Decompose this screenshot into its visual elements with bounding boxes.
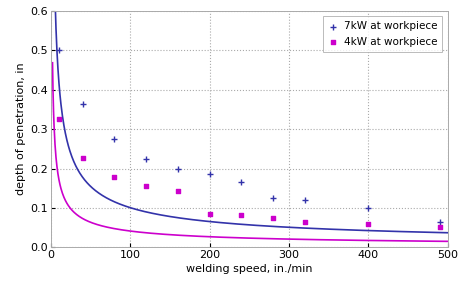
4kW at workpiece	[238, 213, 245, 217]
Y-axis label: depth of penetration, in: depth of penetration, in	[16, 63, 26, 195]
7kW at workpiece	[55, 48, 63, 53]
4kW at workpiece	[436, 225, 443, 229]
7kW at workpiece	[206, 172, 213, 177]
7kW at workpiece	[436, 220, 443, 224]
4kW at workpiece	[206, 212, 213, 216]
4kW at workpiece	[55, 117, 63, 122]
4kW at workpiece	[111, 175, 118, 180]
7kW at workpiece	[301, 198, 308, 202]
4kW at workpiece	[142, 184, 150, 189]
7kW at workpiece	[142, 156, 150, 161]
4kW at workpiece	[269, 216, 277, 220]
7kW at workpiece	[111, 137, 118, 141]
7kW at workpiece	[238, 180, 245, 185]
7kW at workpiece	[174, 166, 181, 171]
4kW at workpiece	[79, 155, 86, 160]
4kW at workpiece	[174, 189, 181, 193]
7kW at workpiece	[269, 196, 277, 200]
X-axis label: welding speed, in./min: welding speed, in./min	[186, 264, 312, 274]
Legend: 7kW at workpiece, 4kW at workpiece: 7kW at workpiece, 4kW at workpiece	[323, 16, 442, 52]
7kW at workpiece	[365, 206, 372, 210]
4kW at workpiece	[301, 220, 308, 224]
4kW at workpiece	[365, 222, 372, 226]
7kW at workpiece	[79, 101, 86, 106]
